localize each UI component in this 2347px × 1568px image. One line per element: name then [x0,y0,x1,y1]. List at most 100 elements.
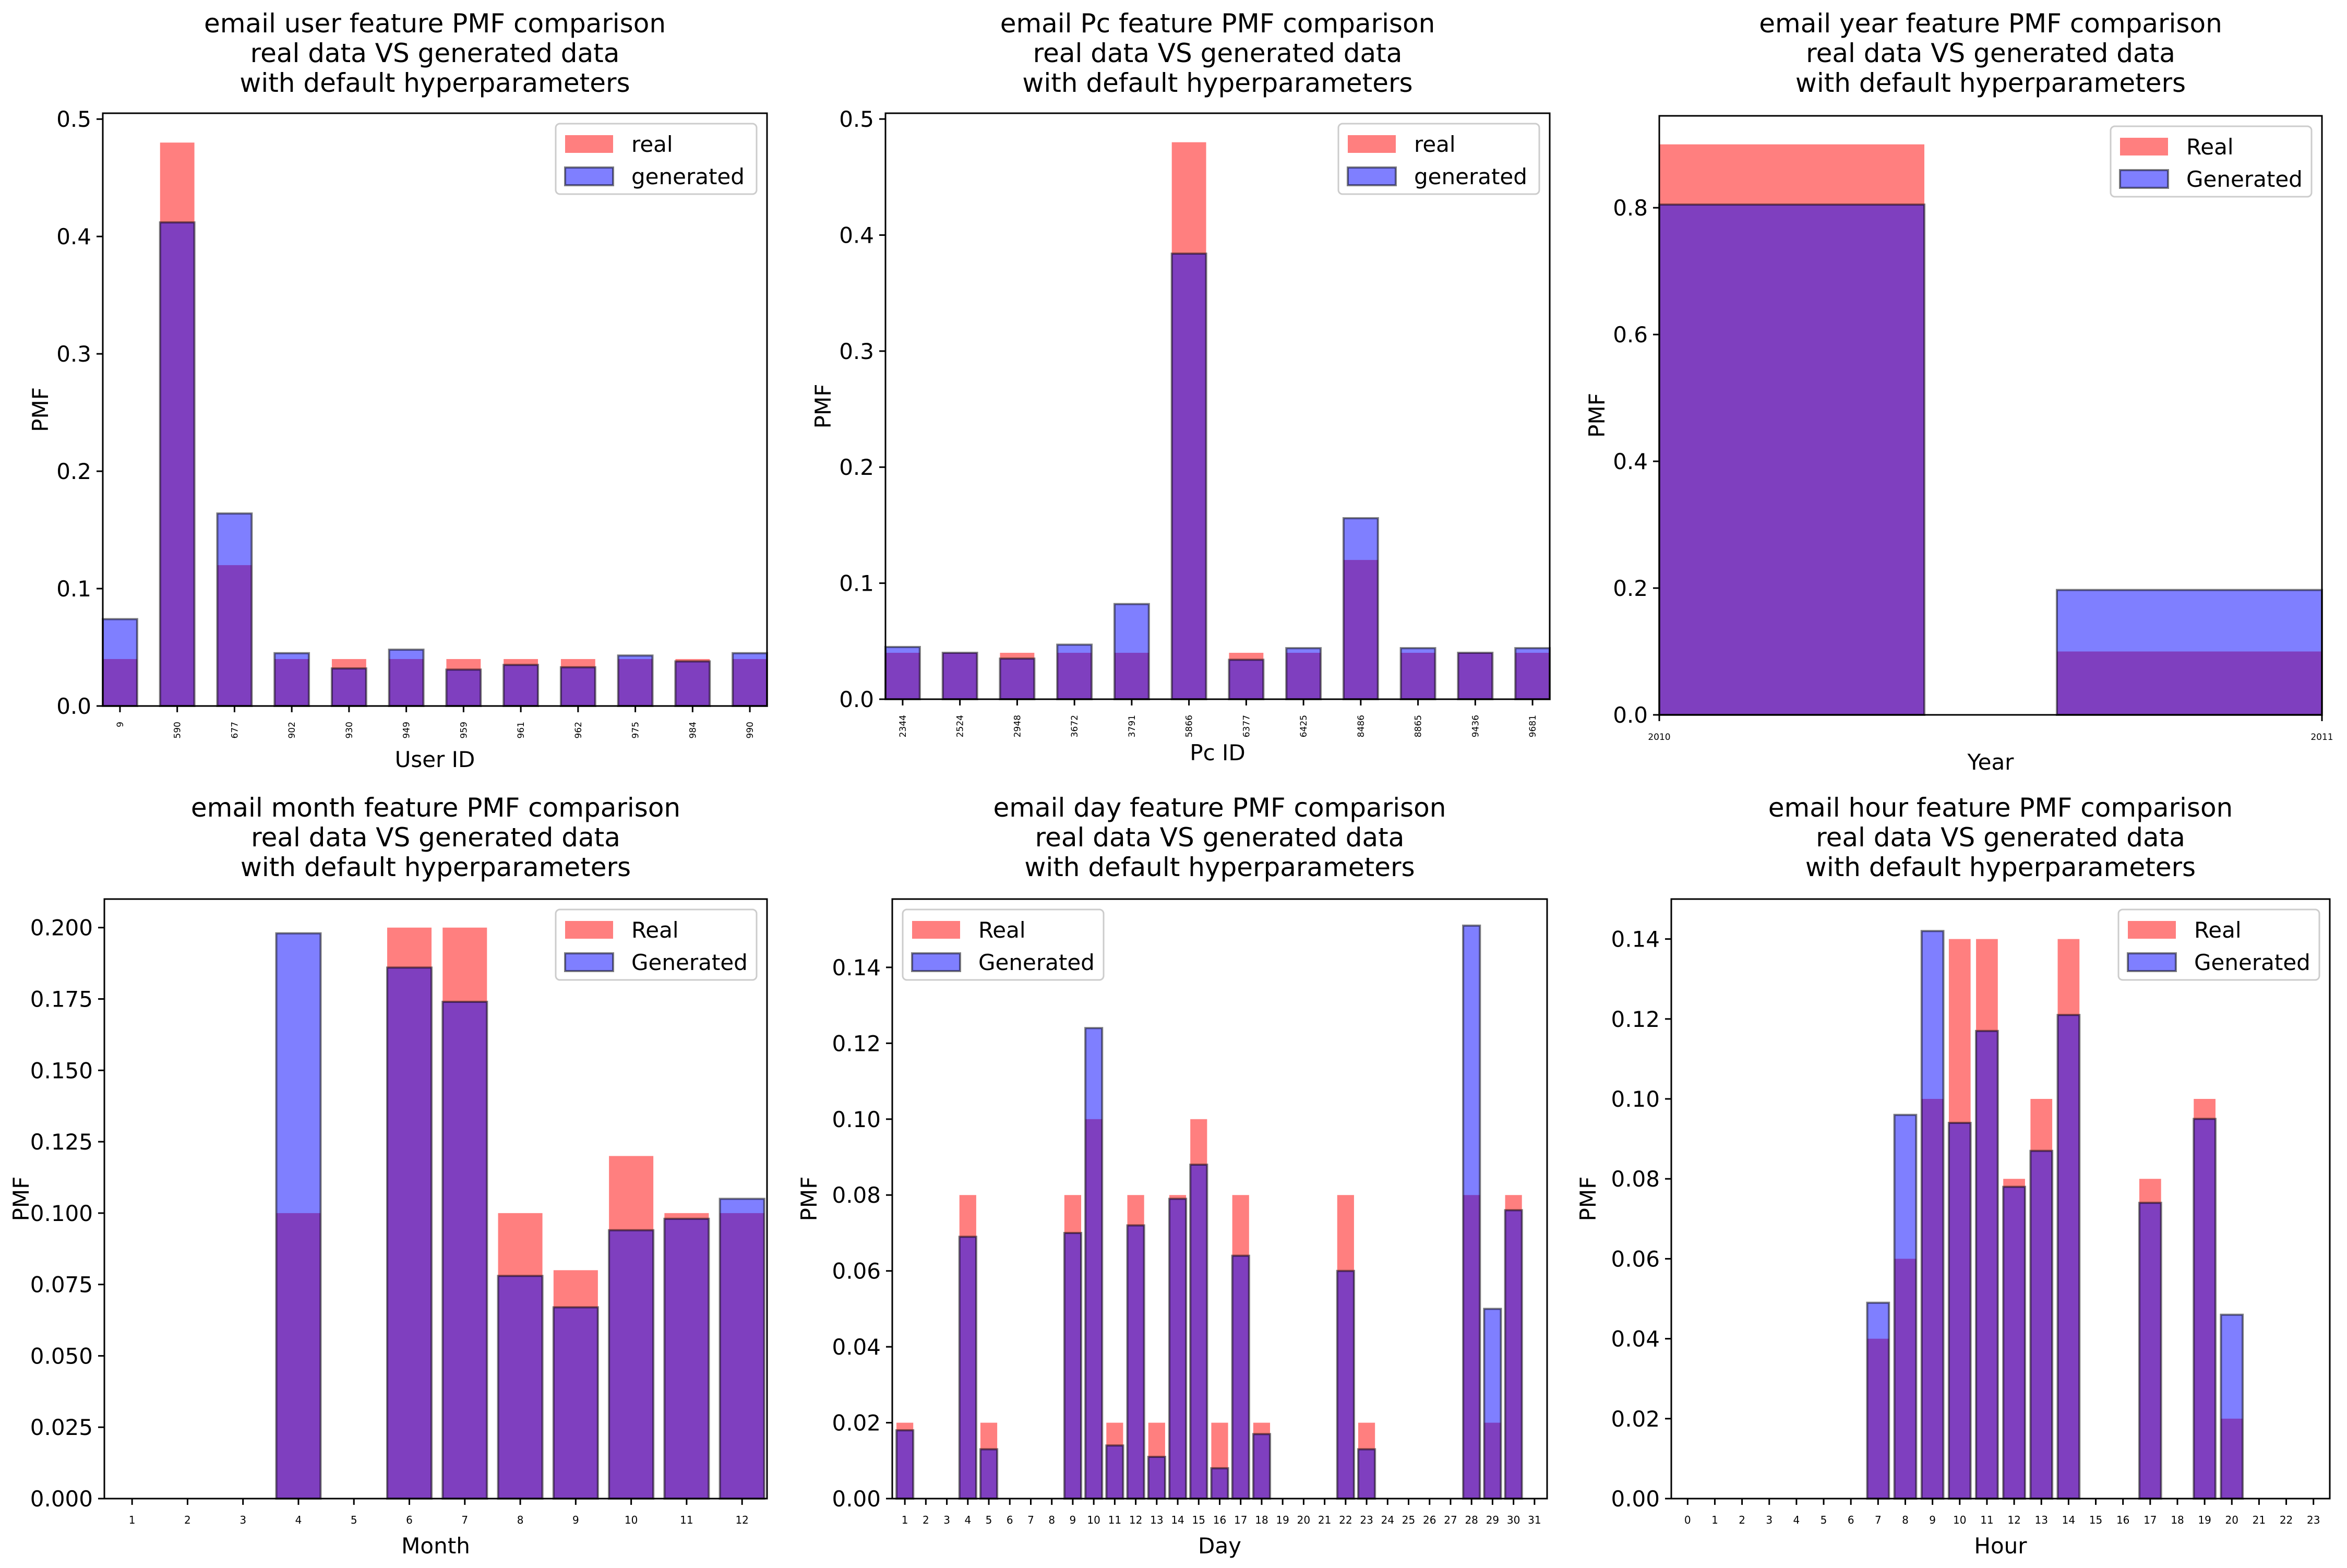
legend-label-generated: Generated [978,950,1095,975]
legend-swatch-generated [2127,952,2177,972]
x-tick-label: 3672 [1070,715,1080,737]
legend-label-real: real [1414,131,1456,157]
y-tick-label: 0.4 [839,222,874,248]
chart-title-line: real data VS generated data [1806,38,2175,68]
x-tick-label: 949 [402,722,412,738]
bar-generated-3672 [1056,643,1093,700]
chart-title-line: email month feature PMF comparison [191,793,680,823]
x-tick-label: 31 [1528,1514,1541,1526]
legend-label-real: Real [631,917,679,943]
x-tick-label: 2 [923,1514,929,1526]
bar-generated-5 [979,1448,999,1500]
x-tick-label: 22 [2280,1514,2293,1526]
x-tick-label: 3 [943,1514,950,1526]
y-axis-label: PMF [1584,393,1610,438]
bar-generated-17 [2138,1202,2162,1500]
x-tick-label: 24 [1381,1514,1394,1526]
x-tick-label: 20 [2225,1514,2238,1526]
bar-generated-1 [895,1429,915,1500]
axes-frame [1670,898,2331,1500]
legend-label-generated: Generated [2194,950,2310,975]
x-tick-label: 9 [1070,1514,1076,1526]
x-tick-label: 5 [1821,1514,1827,1526]
x-tick-label: 9 [115,722,126,727]
bar-generated-23 [1357,1448,1376,1500]
x-tick-label: 7 [1027,1514,1034,1526]
bar-generated-990 [732,652,768,707]
x-tick-label: 17 [1234,1514,1247,1526]
x-axis-label: Hour [1974,1533,2027,1559]
x-tick-label: 21 [2253,1514,2266,1526]
legend-label-real: real [631,131,673,157]
legend: real generated [555,123,758,195]
legend-label-real: Real [2194,917,2242,943]
x-axis-label: Pc ID [1190,740,1246,765]
x-tick-label: 22 [1339,1514,1352,1526]
x-tick-label: 9 [1929,1514,1936,1526]
y-tick-label: 0.175 [30,987,93,1012]
x-tick-label: 5866 [1184,715,1195,737]
bar-generated-2010 [1658,204,1925,716]
bar-generated-20 [2220,1313,2244,1500]
x-tick-label: 19 [2198,1514,2211,1526]
legend-label-generated: Generated [631,950,748,975]
chart-title-line: email Pc feature PMF comparison [1000,8,1435,39]
y-tick-label: 0.14 [832,955,881,980]
y-tick-label: 0.14 [1611,927,1660,952]
y-tick-label: 0.2 [839,454,874,480]
bar-generated-8 [1893,1114,1918,1500]
y-tick-label: 0.08 [832,1182,881,1208]
y-tick-label: 0.02 [832,1410,881,1436]
x-tick-label: 23 [2307,1514,2320,1526]
x-tick-label: 1 [902,1514,908,1526]
bar-generated-11 [1975,1030,1999,1500]
y-tick-label: 0.3 [839,339,874,364]
axes-frame [884,112,1551,700]
bar-generated-8486 [1342,517,1379,700]
x-tick-label: 975 [631,722,641,738]
y-tick-label: 0.12 [1611,1007,1660,1032]
y-tick-label: 0.5 [839,106,874,132]
bar-generated-6 [386,966,433,1500]
chart-title-line: real data VS generated data [1816,822,2185,853]
bar-generated-961 [502,664,540,708]
y-tick-label: 0.6 [1613,322,1648,348]
bar-generated-6425 [1285,647,1322,700]
x-tick-label: 13 [1150,1514,1163,1526]
bar-generated-984 [674,660,711,707]
x-tick-label: 21 [1318,1514,1331,1526]
legend: real generated [1337,123,1540,195]
y-tick-label: 0.150 [30,1058,93,1083]
y-tick-label: 0.050 [30,1343,93,1369]
x-tick-label: 1 [1711,1514,1718,1526]
y-tick-label: 0.000 [30,1486,93,1512]
x-tick-label: 3791 [1127,715,1137,737]
axes-frame [103,898,768,1500]
bar-generated-16 [1210,1467,1229,1500]
x-tick-label: 11 [1108,1514,1121,1526]
chart-title-line: with default hyperparameters [241,852,631,882]
x-tick-label: 23 [1360,1514,1373,1526]
bar-generated-975 [617,654,654,707]
y-axis-label: PMF [810,384,836,429]
x-tick-label: 990 [745,722,756,738]
bar-generated-7 [441,1000,488,1500]
y-tick-label: 0.06 [832,1259,881,1284]
bar-generated-930 [330,667,367,708]
x-tick-label: 12 [735,1514,748,1526]
x-tick-label: 2 [184,1514,191,1526]
x-tick-label: 10 [1087,1514,1100,1526]
y-tick-label: 0.0 [56,693,91,719]
chart-title-line: with default hyperparameters [1795,68,2186,98]
y-axis-label: PMF [796,1177,822,1222]
chart-title-line: with default hyperparameters [240,68,630,98]
x-tick-label: 6 [1848,1514,1854,1526]
bar-generated-4 [275,932,322,1500]
y-tick-label: 0.8 [1613,195,1648,221]
bar-generated-12 [2002,1186,2026,1500]
legend-swatch-real [565,921,613,939]
